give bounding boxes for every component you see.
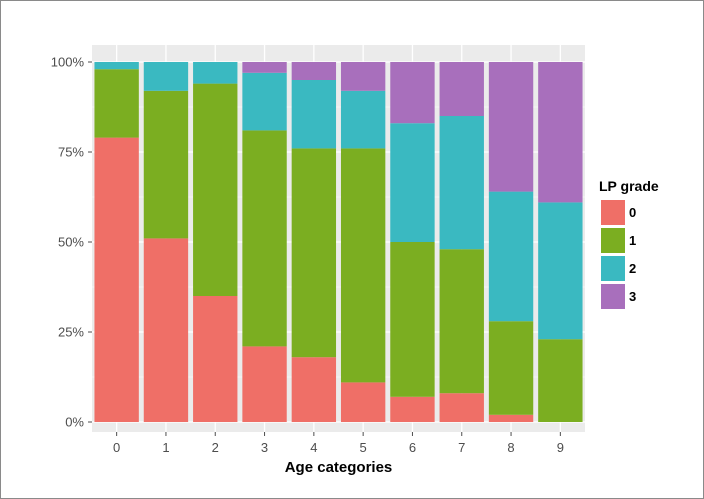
bar-segment-cat8-grade2 (488, 191, 534, 322)
bar-segment-cat4-grade1 (291, 148, 337, 358)
bar-segment-cat6-grade0 (390, 396, 435, 422)
bar-segment-cat9-grade1 (538, 339, 583, 422)
bar-segment-cat2-grade1 (193, 83, 238, 296)
bars (94, 62, 583, 422)
y-tick-label: 25% (58, 325, 84, 340)
bar-segment-cat3-grade3 (242, 62, 287, 73)
bar-segment-cat7-grade0 (439, 393, 484, 422)
x-tick-label: 1 (162, 440, 169, 455)
y-tick-label: 50% (58, 235, 84, 250)
x-tick-label: 5 (360, 440, 367, 455)
bar-segment-cat9-grade2 (538, 202, 583, 340)
y-tick-label: 100% (51, 55, 85, 70)
x-tick-label: 9 (557, 440, 564, 455)
bar-segment-cat5-grade3 (340, 62, 386, 91)
bar-segment-cat7-grade2 (439, 116, 484, 250)
bar-segment-cat3-grade2 (242, 72, 287, 131)
bar-segment-cat0-grade2 (94, 62, 139, 70)
legend-label-grade1: 1 (629, 233, 636, 248)
x-tick-label: 4 (310, 440, 317, 455)
x-tick-label: 6 (409, 440, 416, 455)
bar-segment-cat2-grade0 (193, 296, 238, 422)
x-axis: 0 1 2 3 4 5 6 7 8 9 (113, 432, 564, 455)
bar-segment-cat8-grade0 (488, 414, 534, 422)
bar-segment-cat4-grade0 (291, 357, 337, 422)
bar-segment-cat2-grade2 (193, 62, 238, 84)
legend-label-grade2: 2 (629, 261, 636, 276)
bar-segment-cat4-grade3 (291, 62, 337, 80)
bar-segment-cat9-grade3 (538, 62, 583, 203)
x-tick-label: 7 (458, 440, 465, 455)
bar-segment-cat1-grade2 (143, 62, 189, 91)
x-tick-label: 8 (507, 440, 514, 455)
legend-label-grade3: 3 (629, 289, 636, 304)
bar-segment-cat1-grade0 (143, 238, 189, 422)
bar-segment-cat7-grade3 (439, 62, 484, 116)
y-tick-label: 75% (58, 145, 84, 160)
bar-segment-cat6-grade2 (390, 123, 435, 242)
y-tick-label: 0% (65, 415, 84, 430)
legend-key-grade2 (601, 256, 625, 281)
y-axis: 0% 25% 50% 75% 100% (51, 55, 92, 430)
x-tick-label: 0 (113, 440, 120, 455)
bar-segment-cat8-grade1 (488, 321, 534, 415)
bar-segment-cat0-grade0 (94, 137, 139, 422)
bar-segment-cat4-grade2 (291, 80, 337, 149)
bar-segment-cat5-grade1 (340, 148, 386, 383)
bar-segment-cat7-grade1 (439, 249, 484, 394)
bar-segment-cat8-grade3 (488, 62, 534, 192)
legend-label-grade0: 0 (629, 205, 636, 220)
legend-key-grade0 (601, 200, 625, 225)
bar-segment-cat3-grade0 (242, 346, 287, 422)
bar-segment-cat1-grade1 (143, 90, 189, 239)
x-tick-label: 3 (261, 440, 268, 455)
bar-segment-cat5-grade0 (340, 382, 386, 422)
x-axis-title: Age categories (285, 459, 393, 476)
bar-segment-cat6-grade3 (390, 62, 435, 124)
legend-key-grade3 (601, 284, 625, 309)
bar-segment-cat5-grade2 (340, 90, 386, 149)
bar-segment-cat0-grade1 (94, 69, 139, 138)
legend: LP grade 0 1 2 3 (599, 178, 659, 309)
bar-segment-cat3-grade1 (242, 130, 287, 347)
x-tick-label: 2 (212, 440, 219, 455)
bar-segment-cat6-grade1 (390, 242, 435, 397)
legend-title: LP grade (599, 178, 659, 194)
legend-key-grade1 (601, 228, 625, 253)
